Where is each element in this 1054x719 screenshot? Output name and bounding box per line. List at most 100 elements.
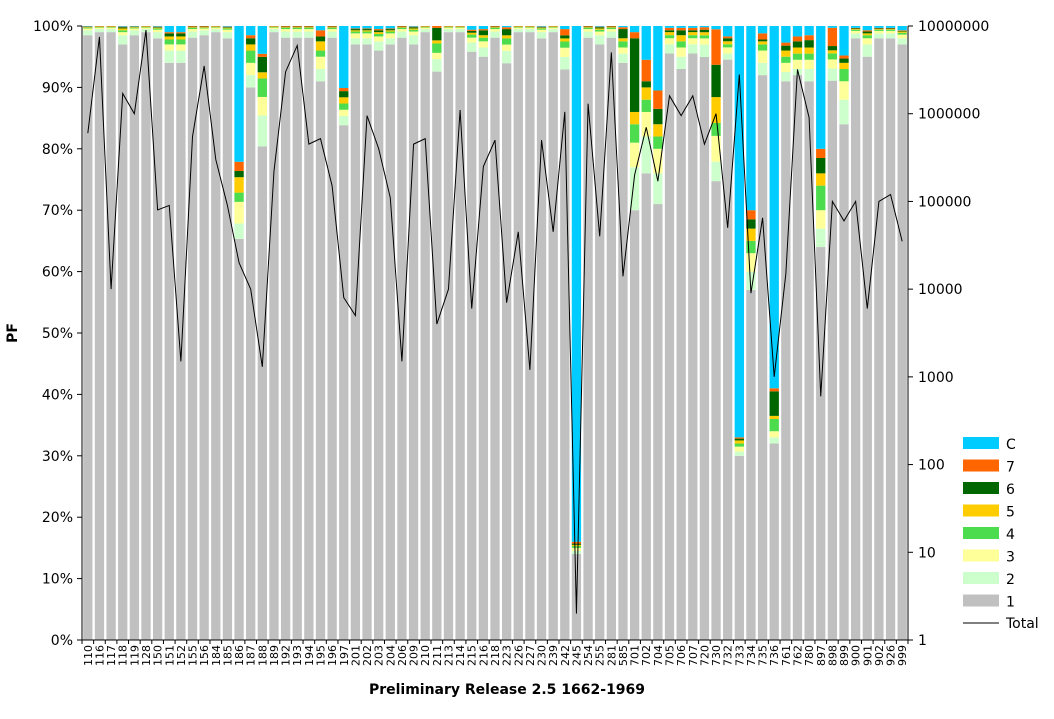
bar-segment-4-201 bbox=[350, 31, 361, 34]
bar-segment-7-762 bbox=[792, 36, 803, 42]
bar-segment-2-215 bbox=[467, 42, 477, 52]
bar-segment-7-926 bbox=[885, 27, 896, 29]
bar-segment-2-897 bbox=[816, 228, 826, 248]
bar-segment-1-216 bbox=[478, 56, 489, 640]
bar-segment-7-187 bbox=[246, 35, 256, 39]
category-label-227: 227 bbox=[524, 645, 537, 666]
bar-segment-2-899 bbox=[839, 99, 849, 125]
bar-segment-1-213 bbox=[443, 32, 454, 640]
left-tick-label: 30% bbox=[42, 449, 73, 465]
bar-segment-2-898 bbox=[827, 68, 838, 81]
bar-segment-3-185 bbox=[222, 29, 233, 33]
category-label-192: 192 bbox=[280, 645, 293, 666]
bar-segment-C-223 bbox=[501, 26, 512, 28]
bar-segment-5-720 bbox=[699, 32, 710, 36]
bar-segment-4-119 bbox=[129, 27, 140, 29]
bar-segment-7-702 bbox=[641, 59, 651, 82]
bar-segment-3-193 bbox=[292, 29, 302, 32]
bar-segment-1-209 bbox=[408, 44, 419, 641]
bar-segment-6-926 bbox=[885, 28, 896, 30]
bar-segment-1-707 bbox=[688, 53, 698, 641]
bar-segment-4-230 bbox=[536, 28, 547, 30]
bar-segment-C-203 bbox=[374, 26, 384, 30]
bar-segment-7-898 bbox=[827, 27, 838, 47]
bar-segment-5-203 bbox=[374, 32, 384, 34]
bar-segment-6-186 bbox=[234, 171, 244, 178]
bar-segment-6-197 bbox=[339, 91, 349, 98]
category-label-707: 707 bbox=[687, 645, 700, 666]
category-label-733: 733 bbox=[733, 645, 746, 666]
bar-segment-2-227 bbox=[525, 29, 535, 33]
bar-segment-3-705 bbox=[664, 38, 675, 45]
bar-segment-2-902 bbox=[874, 33, 884, 39]
bar-segment-6-194 bbox=[304, 26, 314, 28]
bar-segment-7-897 bbox=[816, 148, 826, 159]
bar-segment-6-585 bbox=[618, 29, 628, 39]
bar-segment-3-209 bbox=[408, 31, 419, 36]
category-label-215: 215 bbox=[466, 645, 479, 666]
legend-swatch-4 bbox=[963, 527, 999, 539]
left-axis-ticks: 0% 10% 20% 30% 40% 50% 60% 70% 80% 90% 100% bbox=[33, 19, 82, 649]
bar-segment-5-189 bbox=[269, 26, 279, 28]
bar-segment-4-197 bbox=[339, 103, 349, 110]
bar-segment-3-211 bbox=[432, 52, 442, 60]
category-label-720: 720 bbox=[698, 645, 711, 666]
bar-segment-1-902 bbox=[874, 38, 884, 640]
bar-segment-6-245 bbox=[571, 543, 582, 545]
bar-segment-3-197 bbox=[339, 109, 349, 116]
bar-segment-2-193 bbox=[292, 31, 302, 38]
bar-segment-7-735 bbox=[757, 33, 768, 40]
bar-segment-1-194 bbox=[304, 37, 314, 641]
bar-segment-7-216 bbox=[478, 29, 489, 31]
bar-segment-4-118 bbox=[118, 30, 128, 33]
bar-segment-4-701 bbox=[629, 124, 640, 143]
bar-segment-3-230 bbox=[536, 29, 547, 33]
bar-segment-2-223 bbox=[501, 50, 512, 64]
bar-segment-4-156 bbox=[199, 27, 209, 29]
category-label-706: 706 bbox=[675, 645, 688, 666]
bar-segment-1-152 bbox=[176, 62, 186, 640]
bar-segment-4-706 bbox=[676, 41, 686, 48]
category-label-156: 156 bbox=[198, 645, 211, 666]
right-tick-label: 1 bbox=[918, 633, 927, 649]
bar-segment-C-150 bbox=[152, 26, 163, 27]
legend-label-C: C bbox=[1006, 437, 1016, 453]
bar-segment-5-119 bbox=[129, 27, 140, 28]
bar-segment-1-897 bbox=[816, 247, 826, 641]
bar-segment-7-999 bbox=[897, 30, 907, 31]
bar-segment-3-184 bbox=[211, 27, 221, 30]
bar-segment-1-116 bbox=[94, 32, 105, 640]
bar-segment-5-702 bbox=[641, 87, 651, 100]
category-label-926: 926 bbox=[885, 645, 898, 666]
bar-segment-5-230 bbox=[536, 27, 547, 29]
bar-segment-5-227 bbox=[525, 26, 535, 28]
bar-segment-2-118 bbox=[118, 35, 128, 45]
bar-segment-4-901 bbox=[862, 35, 872, 39]
bar-segment-5-151 bbox=[164, 36, 174, 40]
bar-segment-4-196 bbox=[327, 27, 337, 30]
category-label-202: 202 bbox=[361, 645, 374, 666]
category-label-701: 701 bbox=[629, 645, 642, 666]
bar-segment-2-730 bbox=[711, 161, 721, 182]
bar-segment-2-151 bbox=[164, 50, 174, 63]
bar-segment-7-223 bbox=[501, 27, 512, 30]
bar-segment-1-203 bbox=[374, 50, 384, 641]
bar-segment-3-926 bbox=[885, 30, 896, 34]
bar-segment-1-186 bbox=[234, 238, 244, 640]
bar-segment-C-185 bbox=[222, 26, 233, 27]
bar-segment-6-701 bbox=[629, 38, 640, 112]
category-label-254: 254 bbox=[582, 645, 595, 666]
category-label-116: 116 bbox=[93, 645, 106, 666]
bar-segment-4-213 bbox=[443, 27, 454, 28]
bar-segment-1-705 bbox=[664, 53, 675, 641]
category-label-187: 187 bbox=[245, 645, 258, 666]
bar-segment-6-202 bbox=[362, 29, 372, 31]
bar-segment-4-195 bbox=[315, 50, 326, 57]
right-tick-label: 1000 bbox=[918, 370, 954, 386]
bar-segment-1-218 bbox=[490, 37, 500, 641]
bar-segment-6-254 bbox=[583, 26, 593, 28]
bar-segment-5-215 bbox=[467, 32, 477, 35]
bar-segment-C-209 bbox=[408, 26, 419, 27]
bar-segment-C-151 bbox=[164, 26, 174, 33]
bar-segment-4-735 bbox=[757, 44, 768, 51]
